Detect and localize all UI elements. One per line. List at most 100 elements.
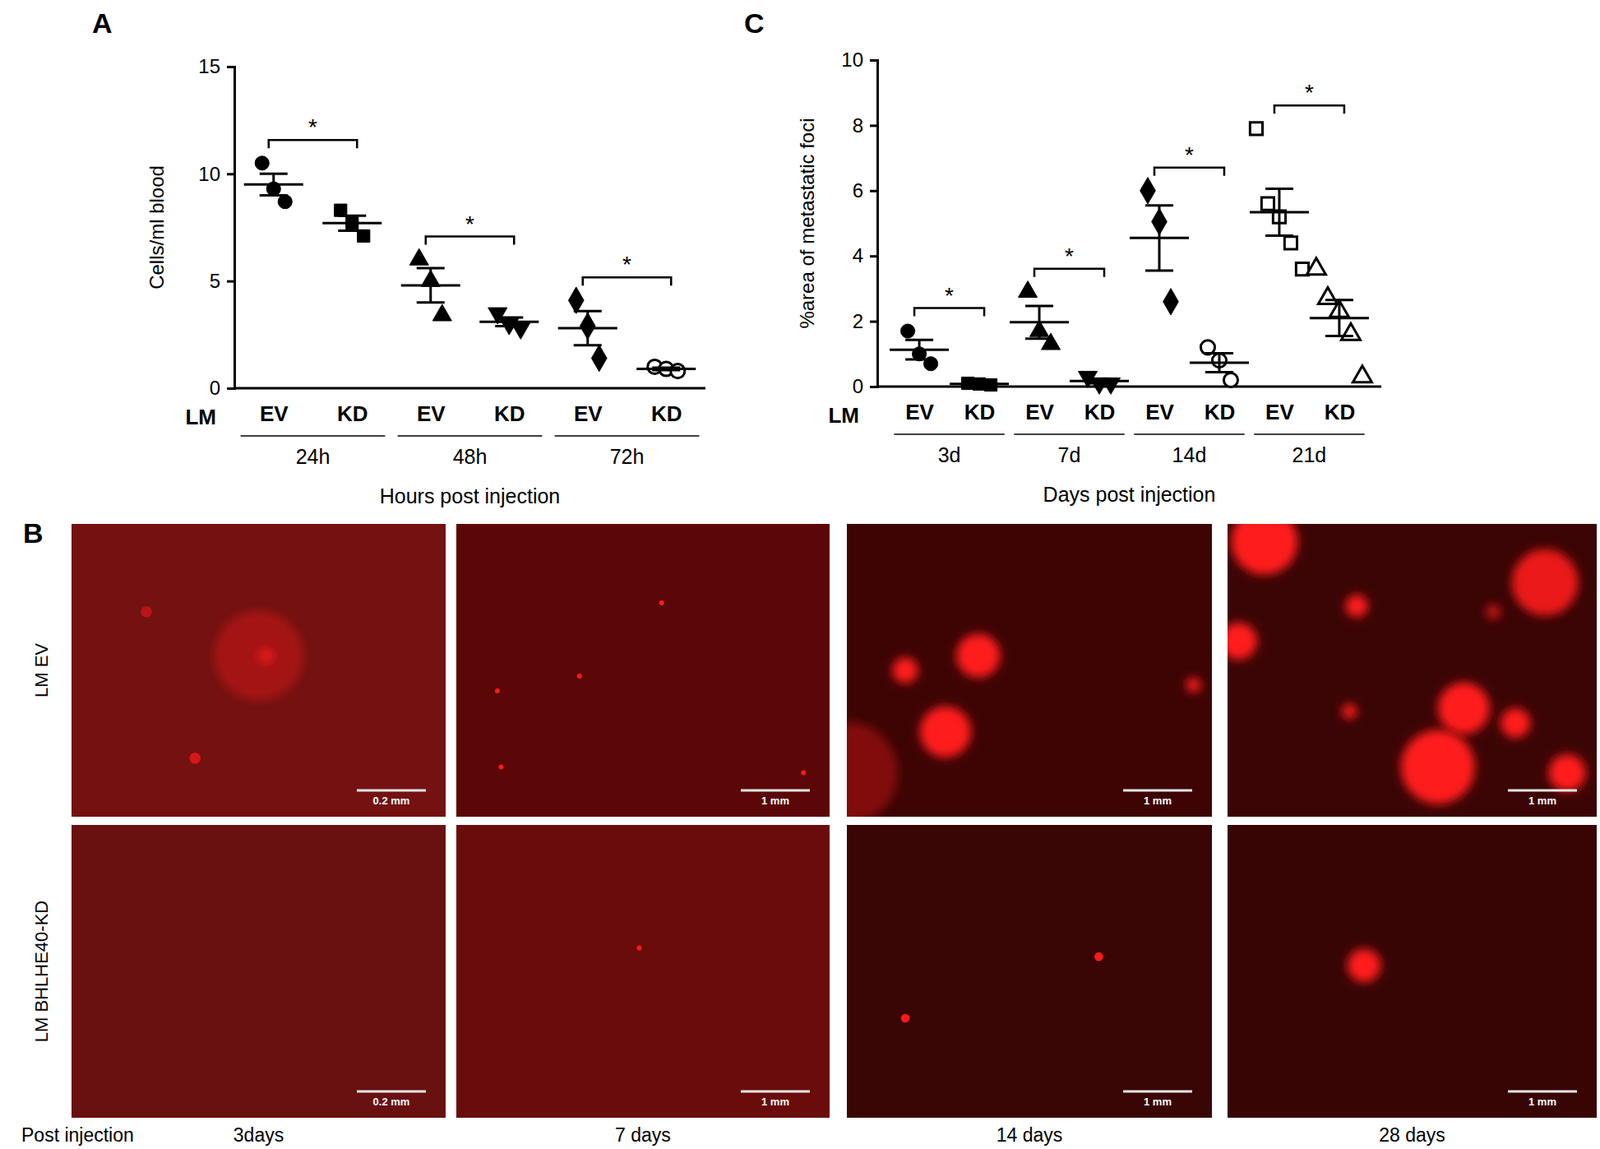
error-cap [1145, 203, 1174, 207]
category-label: EV [259, 401, 289, 426]
figure: A051015Cells/ml bloodEVKDEVKDEVKDLM24h48… [0, 0, 1600, 1149]
error-cap [652, 365, 680, 369]
error-stem [1337, 300, 1341, 337]
significance-label: * [1304, 79, 1314, 106]
error-bar [337, 215, 366, 231]
error-cap [337, 229, 366, 232]
x-axis-line [234, 387, 706, 390]
significance-label: * [308, 114, 318, 140]
panel-label: A [92, 7, 113, 39]
marks [889, 122, 1372, 395]
x-tick: EV [1265, 399, 1295, 425]
category-label: KD [1324, 399, 1356, 425]
error-cap [965, 383, 994, 386]
data-point [1018, 281, 1038, 298]
data-point [1249, 122, 1263, 135]
error-cap [652, 369, 680, 372]
scale-bar-label: 1 mm [761, 794, 790, 807]
y-tick-mark [869, 385, 878, 389]
significance-bracket [425, 236, 515, 246]
fluorescent-focus [1485, 604, 1501, 620]
fluorescent-focus [800, 770, 806, 776]
y-axis-title: Cells/ml blood [145, 165, 168, 290]
error-bar [1025, 305, 1054, 339]
micrograph [1227, 824, 1597, 1118]
column-label: 14 days [996, 1123, 1064, 1146]
fluorescent-focus [956, 633, 1000, 678]
y-tick-label: 0 [852, 374, 864, 398]
category-label: KD [1084, 399, 1116, 425]
fluorescent-focus [213, 610, 304, 701]
x-axis: EVKDEVKDEVKD [259, 401, 683, 426]
error-bar [1205, 353, 1234, 373]
error-stem [1277, 188, 1281, 236]
y-tick: 15 [198, 55, 235, 78]
data-point [1317, 287, 1337, 305]
y-tick-mark [869, 254, 878, 258]
category-label: EV [416, 401, 446, 426]
x-axis-line [877, 385, 1382, 389]
error-stem [429, 268, 432, 303]
group-underline [397, 434, 543, 437]
x-tick: KD [651, 401, 683, 426]
micrograph [456, 523, 830, 817]
x-tick: EV [573, 401, 603, 426]
group-label: 14d [1172, 443, 1207, 467]
x-tick: KD [1204, 399, 1236, 425]
error-bar [416, 268, 445, 303]
category-label: KD [494, 401, 526, 426]
fluorescent-focus [1094, 952, 1104, 962]
error-cap [965, 382, 994, 385]
y-tick: 10 [198, 162, 235, 185]
y-axis-line [869, 60, 879, 388]
group-label: 24h [295, 444, 331, 468]
error-cap [1325, 298, 1354, 301]
fluorescent-focus [1549, 753, 1587, 791]
marks [244, 156, 697, 379]
error-cap [416, 300, 445, 304]
scale-bar [1123, 789, 1193, 792]
data-point [1163, 288, 1180, 315]
group-underline [554, 434, 700, 437]
group-underline [893, 433, 1004, 435]
group-underline [1013, 433, 1124, 435]
significance-label: * [1064, 243, 1074, 269]
scale-bar [1507, 1090, 1577, 1093]
error-cap [905, 358, 934, 361]
error-bar [1265, 188, 1294, 236]
fluorescent-focus [1186, 677, 1202, 693]
y-tick-label: 2 [852, 309, 864, 333]
error-cap [259, 172, 288, 176]
mean-line [949, 382, 1009, 385]
y-axis: 0246810 [841, 48, 878, 398]
error-bar [259, 173, 288, 195]
y-tick-mark [226, 280, 235, 283]
data-point [432, 304, 452, 321]
category-label: EV [1265, 399, 1295, 425]
error-cap [337, 214, 366, 218]
error-bar [1085, 378, 1114, 384]
y-tick-label: 8 [852, 114, 864, 137]
scale-bar-label: 1 mm [1143, 1095, 1172, 1108]
data-point [409, 248, 429, 265]
error-stem [1157, 205, 1161, 271]
y-tick: 10 [841, 48, 878, 71]
group-underline [240, 434, 386, 437]
y-tick-label: 0 [209, 376, 221, 399]
significance-bracket [582, 277, 672, 286]
y-tick-mark [869, 189, 878, 193]
y-tick: 2 [852, 309, 878, 333]
error-stem [586, 310, 589, 346]
error-cap [494, 315, 523, 319]
data-point [568, 286, 584, 314]
error-cap [1085, 382, 1114, 385]
panel-label: C [744, 7, 765, 39]
micrograph [71, 824, 446, 1118]
error-cap [1205, 351, 1234, 355]
data-point [1341, 323, 1360, 340]
x-tick: KD [964, 399, 996, 425]
fluorescent-focus [846, 721, 898, 817]
micrograph-background [456, 824, 830, 1118]
micrograph [1227, 523, 1597, 817]
column-label: 28 days [1378, 1123, 1446, 1146]
